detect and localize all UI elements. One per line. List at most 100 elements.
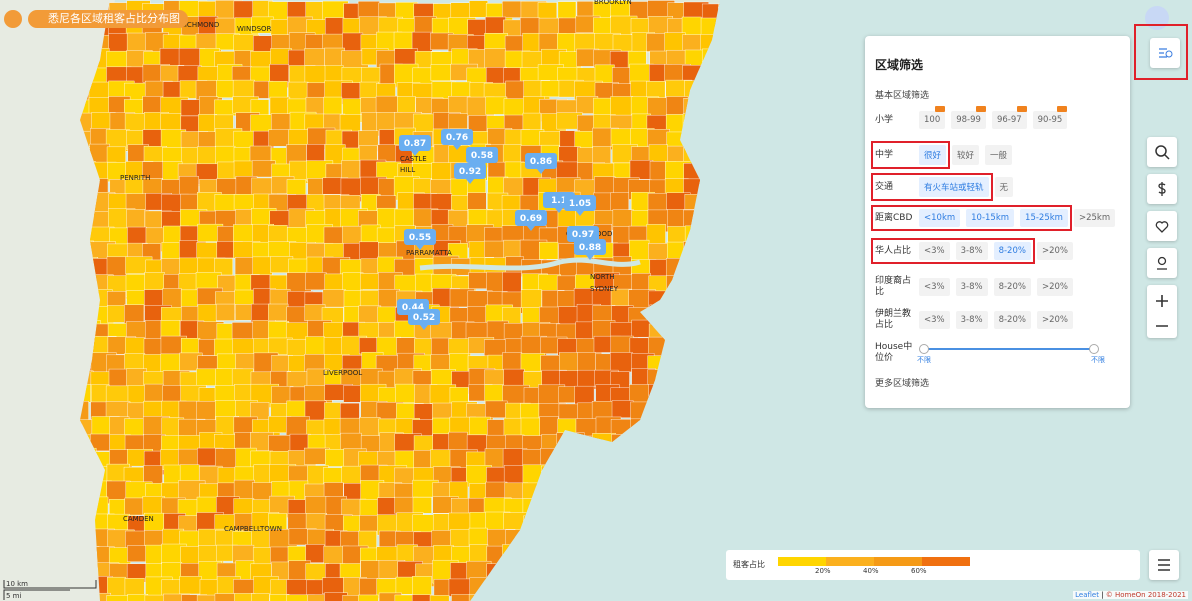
marker[interactable]: 1.05 <box>564 195 596 216</box>
marker[interactable]: 0.92 <box>454 163 486 184</box>
suburb <box>180 546 202 566</box>
filter-option[interactable]: 8-20% <box>993 242 1031 260</box>
place-label: CAMPBELLTOWN <box>224 525 282 533</box>
suburb <box>359 81 379 100</box>
filter-label: 印度裔占比 <box>875 276 912 297</box>
marker-label: 1.1 <box>551 196 567 206</box>
legend-swatch <box>778 557 826 566</box>
filter-option[interactable]: 3-8% <box>955 242 988 260</box>
filter-label: 华人占比 <box>875 245 912 256</box>
place-label: PENRITH <box>120 174 150 182</box>
filter-label: 交通 <box>875 181 894 192</box>
suburb <box>359 515 379 532</box>
suburb <box>396 337 417 356</box>
avatar[interactable] <box>1145 6 1169 30</box>
marker[interactable]: 0.55 <box>404 229 436 250</box>
filter-option[interactable]: 3-8% <box>955 311 988 329</box>
filter-row: 距离CBD <10km 10-15km 15-25km >25km <box>875 209 1121 227</box>
slider[interactable]: 不限 不限 <box>917 342 1105 364</box>
suburb <box>429 595 450 601</box>
filter-option[interactable]: 3-8% <box>955 278 988 296</box>
suburb <box>467 306 487 325</box>
filter-option[interactable]: 有火车站或轻轨 <box>919 177 989 197</box>
attribution-leaflet[interactable]: Leaflet <box>1075 591 1099 599</box>
suburb <box>505 256 524 274</box>
filter-option[interactable]: <3% <box>919 242 950 260</box>
suburb <box>127 226 147 245</box>
suburb <box>233 160 253 179</box>
filter-option[interactable]: 无 <box>994 177 1014 197</box>
filter-option[interactable]: >20% <box>1036 278 1073 296</box>
place-label: CAMDEN <box>123 515 154 523</box>
marker-label: 0.92 <box>459 167 481 177</box>
suburb <box>448 578 473 597</box>
highlight-box <box>871 173 993 201</box>
option-badge <box>1057 106 1068 112</box>
marker[interactable]: 0.52 <box>408 309 440 330</box>
marker[interactable]: 0.88 <box>574 239 606 260</box>
suburb <box>106 146 126 164</box>
legend-bar <box>778 557 970 566</box>
filter-option[interactable]: 8-20% <box>993 311 1031 329</box>
suburb <box>180 338 201 355</box>
scale-bar: 10 km 5 mi <box>3 580 97 600</box>
suburb <box>522 112 542 131</box>
suburb <box>358 594 379 601</box>
filter-option[interactable]: 96-97 <box>991 106 1027 129</box>
filter-option[interactable]: <10km <box>919 209 961 227</box>
place-label: PARRAMATTA <box>406 249 452 257</box>
suburb <box>324 273 346 292</box>
filter-button[interactable] <box>1150 38 1180 68</box>
filter-label: 中学 <box>875 149 894 160</box>
suburb <box>451 594 478 601</box>
filter-option[interactable]: 100 <box>919 106 946 129</box>
filter-option[interactable]: <3% <box>919 278 950 296</box>
land-outside <box>0 0 115 601</box>
suburb <box>127 545 147 562</box>
filter-option[interactable]: 一般 <box>985 145 1013 165</box>
suburb <box>393 31 415 51</box>
place-label: LIVERPOOL <box>323 369 362 377</box>
filter-option[interactable]: 8-20% <box>993 278 1031 296</box>
filter-label: 距离CBD <box>875 212 913 223</box>
filter-option[interactable]: >20% <box>1036 242 1073 260</box>
suburb <box>252 547 274 565</box>
suburb <box>90 592 112 601</box>
marker[interactable]: 0.86 <box>525 153 557 174</box>
suburb <box>378 592 402 601</box>
marker-pin <box>525 153 557 174</box>
option-badge <box>935 106 946 112</box>
home-button[interactable] <box>4 10 22 28</box>
filter-option[interactable]: 98-99 <box>951 106 986 129</box>
filter-option[interactable]: 较好 <box>952 145 980 165</box>
menu-button[interactable] <box>1149 550 1179 580</box>
title: 悉尼各区域租客占比分布图 <box>28 10 188 28</box>
section-title[interactable]: 基本区域筛选 <box>875 91 930 101</box>
filter-option[interactable]: 90-95 <box>1032 106 1068 129</box>
filter-option[interactable]: 很好 <box>919 145 947 165</box>
highlight-box <box>871 205 1072 231</box>
price-button[interactable] <box>1147 174 1177 204</box>
suburb <box>215 303 235 321</box>
marker[interactable]: 0.76 <box>441 129 473 150</box>
marker-pin <box>454 163 486 184</box>
zoom-control[interactable] <box>1147 285 1177 338</box>
filter-option[interactable]: 15-25km <box>1020 209 1068 227</box>
highlight-box <box>871 141 951 169</box>
favorite-button[interactable] <box>1147 211 1177 241</box>
suburb <box>359 578 378 597</box>
filter-option[interactable]: <3% <box>919 311 950 329</box>
filter-row: 伊朗兰教占比 <3% 3-8% 8-20% >20% <box>875 309 1079 331</box>
suburb <box>558 17 578 35</box>
marker[interactable]: 0.58 <box>466 147 498 168</box>
marker[interactable]: 0.87 <box>399 135 431 156</box>
suburb <box>160 113 182 131</box>
filter-option[interactable]: 10-15km <box>966 209 1015 227</box>
suburb <box>431 337 452 357</box>
location-button[interactable] <box>1147 248 1177 278</box>
filter-option[interactable]: >25km <box>1073 209 1116 227</box>
filter-option[interactable]: >20% <box>1036 311 1073 329</box>
more-filters[interactable]: 更多区域筛选 <box>875 379 930 389</box>
marker[interactable]: 0.69 <box>515 210 547 231</box>
search-button[interactable] <box>1147 137 1177 167</box>
